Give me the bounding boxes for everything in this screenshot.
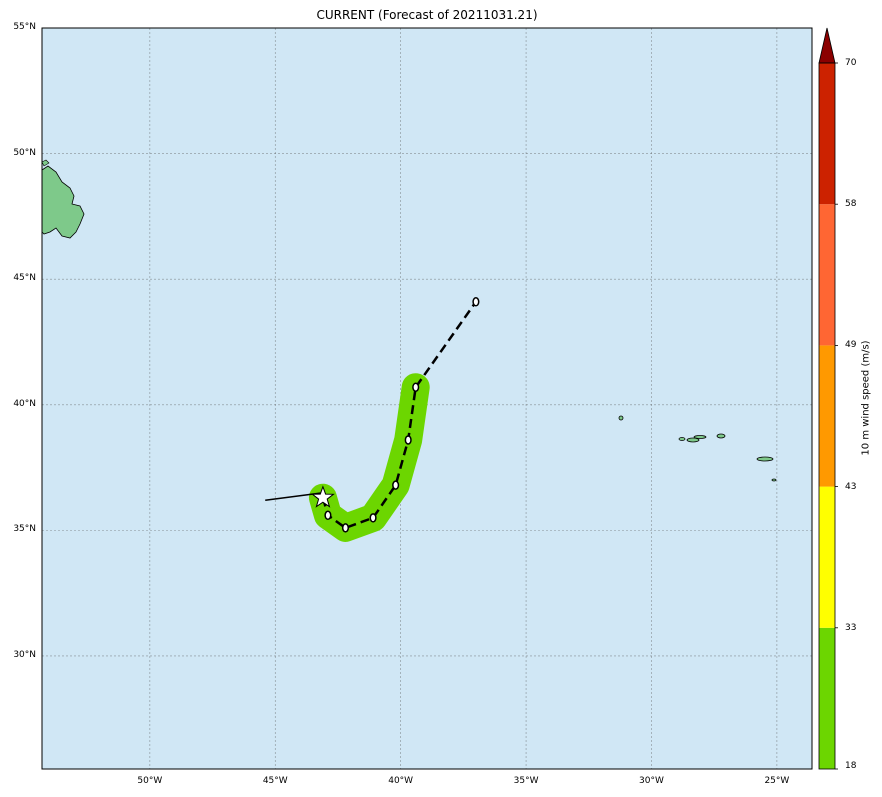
colorbar-segment	[819, 204, 835, 346]
lat-label: 50°N	[13, 147, 36, 158]
azores-island	[716, 433, 726, 439]
colorbar-tick-label: 49	[845, 340, 857, 351]
colorbar-title: 10 m wind speed (m/s)	[860, 340, 872, 456]
lon-label: 50°W	[137, 776, 163, 786]
colorbar-segment	[819, 486, 835, 628]
lat-label: 30°N	[13, 649, 36, 660]
forecast-point	[404, 435, 412, 445]
island-landmass	[41, 159, 50, 167]
colorbar-tick-label: 58	[845, 199, 857, 210]
colorbar-frame	[818, 62, 836, 770]
colorbar-tick-label: 18	[845, 761, 857, 771]
lon-label: 30°W	[639, 776, 664, 786]
colorbar-tick-label: 70	[845, 58, 857, 68]
lat-label: 55°N	[13, 22, 36, 32]
lat-label: 40°N	[13, 398, 36, 409]
azores-island	[678, 437, 686, 441]
lon-label: 45°W	[262, 776, 288, 786]
lon-label: 25°W	[764, 776, 790, 786]
colorbar	[818, 27, 838, 770]
storm-track	[265, 297, 480, 533]
colorbar-segment	[819, 627, 835, 769]
forecast-point	[324, 510, 332, 521]
colorbar-tick-label: 33	[845, 622, 857, 633]
colorbar-segment	[819, 63, 835, 205]
lon-label: 40°W	[388, 776, 414, 786]
forecast-point	[472, 297, 480, 307]
colorbar-extend-arrow	[818, 27, 836, 64]
lat-label: 45°N	[13, 273, 36, 284]
azores-island	[618, 415, 624, 421]
forecast-point	[341, 523, 350, 533]
map-title: CURRENT (Forecast of 20211031.21)	[316, 8, 538, 22]
lon-label: 35°W	[513, 776, 539, 786]
azores-island	[771, 478, 777, 482]
land-masses	[41, 159, 777, 482]
newfoundland-landmass	[41, 165, 85, 239]
forecast-point	[392, 480, 400, 490]
azores-island	[693, 435, 707, 439]
star-icon	[311, 485, 335, 508]
azores-island	[756, 456, 774, 462]
azores-island	[686, 437, 700, 443]
colorbar-segment	[819, 345, 835, 487]
lat-label: 35°N	[13, 524, 36, 535]
forecast-point	[369, 513, 377, 523]
colorbar-tick-label: 43	[845, 481, 857, 492]
map-frame	[41, 27, 813, 770]
forecast-point	[412, 382, 420, 392]
